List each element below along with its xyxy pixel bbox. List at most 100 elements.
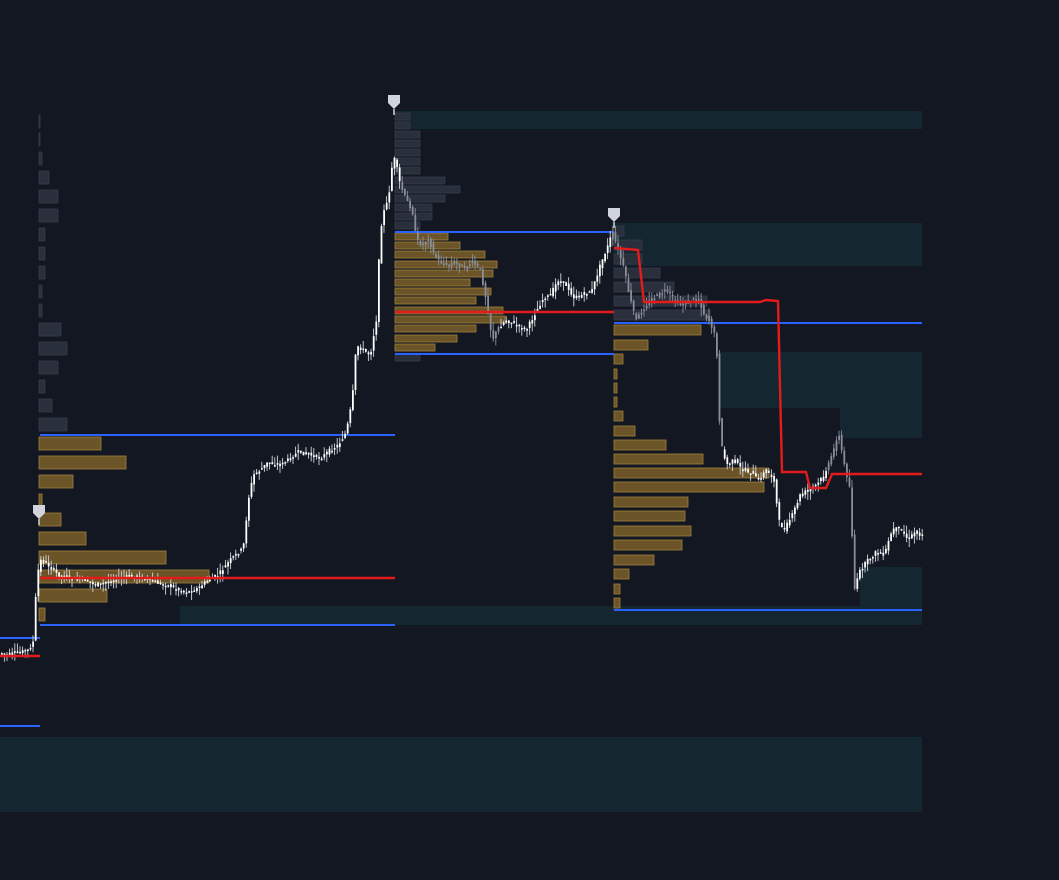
candle-body [445,263,448,265]
candle-body [658,292,661,298]
candle-body [510,322,513,325]
profile-bar-value-area [38,550,167,565]
candle-body [240,548,242,551]
candle-body [427,239,430,242]
profile-bar-value-area [613,439,667,451]
candle-body [856,578,859,589]
candle-body [749,473,752,475]
profile-bar-value-area [38,455,127,470]
candle-body [666,289,669,292]
candle-body [827,462,830,471]
candle-body [921,534,924,537]
candle-body [908,537,911,539]
candle-body [851,487,853,537]
candle-body [216,575,219,578]
profile-bar-value-area [394,296,477,305]
candle-body [112,580,115,583]
candle-body [632,300,635,311]
candle-body [94,584,97,586]
candle-body [268,462,271,465]
candle-body [333,448,336,450]
candle-body [365,348,367,352]
profile-bar [613,267,661,279]
candle-body [497,327,500,332]
pin-marker[interactable] [388,95,400,115]
candle-body [336,444,339,448]
candle-body [266,462,268,467]
candle-body [380,225,383,264]
candle-body [822,476,825,481]
candle-body [612,232,614,240]
candle-body [557,281,560,286]
profile-bar-value-area [394,278,471,287]
candle-body [419,241,422,246]
candle-body [34,596,37,641]
candle-body [461,265,463,267]
candle-body [645,305,648,309]
candle-body [227,562,229,567]
candle-body [788,519,791,526]
candle-body [669,291,671,294]
zone-box [840,408,922,438]
candle-body [885,548,887,554]
candle-body [861,568,864,571]
profile-bar-value-area [394,324,477,333]
pin-icon[interactable] [388,95,400,109]
profile-bar [38,379,46,394]
profile-bar-value-area [613,368,618,380]
candle-body [214,574,216,579]
candle-body [801,493,804,497]
candle-body [201,585,203,589]
pin-markers[interactable] [33,95,620,525]
zone-box [860,567,922,610]
candle-body [705,314,708,319]
candle-body [731,459,734,464]
pin-icon[interactable] [608,208,620,222]
candle-body [892,528,895,535]
candle-body [809,488,812,492]
candle-body [588,291,591,293]
candle-body [167,585,170,587]
candle-body [918,532,921,536]
candle-body [534,315,536,321]
candle-body [8,652,11,656]
candle-body [281,462,284,465]
candle-body [526,328,528,331]
candle-body [879,552,882,554]
candle-body [29,647,32,650]
profile-bar [394,139,421,148]
candle-body [596,275,599,282]
candle-body [42,560,45,564]
profile-bar-value-area [394,232,449,241]
candle-body [843,450,846,465]
profile-bar [394,353,421,362]
candle-body [479,267,482,270]
candle-body [159,582,162,585]
candle-body [869,558,872,561]
profile-bar [394,221,421,230]
zone-box [614,223,922,266]
candle-body [757,477,760,480]
candle-body [84,579,86,582]
candle-body [895,527,898,532]
candle-body [105,582,107,584]
candle-body [110,581,112,583]
candle-body [258,471,261,474]
candle-body [16,651,19,654]
profile-bar [38,151,43,166]
pin-marker[interactable] [33,505,45,525]
candle-body [872,557,874,559]
candle-body [448,264,450,267]
candle-body [203,581,206,585]
profile-bar-value-area [613,425,636,437]
candle-body [586,293,588,296]
candle-body [313,455,315,458]
pin-icon[interactable] [33,505,45,519]
profile-bar [38,189,59,204]
pin-marker[interactable] [608,208,620,228]
candle-body [198,586,201,588]
candle-body [466,266,469,270]
candle-body [367,352,370,355]
